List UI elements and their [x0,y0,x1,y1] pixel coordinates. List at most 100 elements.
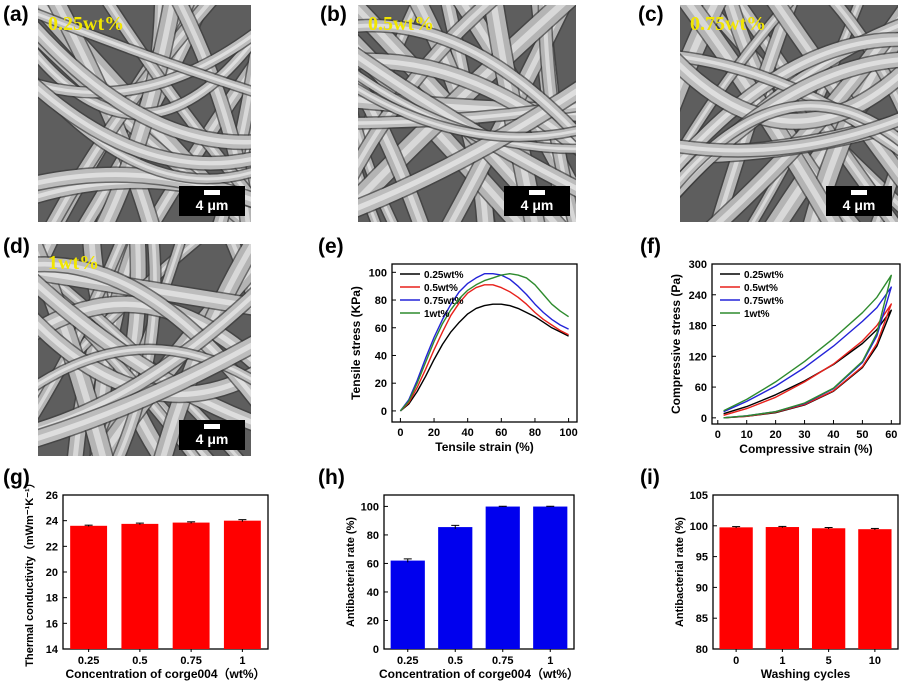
x-tick-label: 0.5 [132,655,147,667]
x-tick-label: 1 [779,655,785,667]
x-tick-label: 10 [869,655,881,667]
x-tick-label: 80 [529,427,541,439]
y-tick-label: 60 [375,323,387,335]
y-tick-label: 80 [696,644,708,656]
fiber-highlight [680,61,898,124]
legend-label-2: 0.75wt% [424,296,464,307]
y-tick-label: 0 [381,406,387,418]
x-tick-label: 0.75 [492,655,513,667]
y-axis-label: Tensile stress (KPa) [349,286,363,400]
y-axis-label: Thermal conductivity（mWm⁻¹K⁻¹） [23,477,36,666]
bar-1 [121,523,159,649]
bar-1 [765,527,800,649]
y-tick-label: 22 [46,541,58,553]
x-axis-label: Concentration of corge004（wt%） [65,666,265,681]
y-tick-label: 20 [375,378,387,390]
y-axis-label: Compressive stress (Pa) [669,274,683,414]
legend-label-3: 1wt% [424,309,450,320]
x-tick-label: 100 [559,427,577,439]
plot-frame [62,494,269,650]
concentration-label: 0.75wt% [690,13,767,35]
x-axis-label: Washing cycles [761,667,851,681]
scale-bar-text: 4 μm [195,431,229,447]
x-axis-label: Concentration of corge004（wt%） [379,666,579,681]
fiber-highlight [834,5,898,104]
y-tick-label: 100 [361,501,379,513]
series-line-0 [399,303,569,412]
series-line-2 [399,273,569,412]
y-tick-label: 80 [375,295,387,307]
plot-frame [712,494,899,650]
y-tick-label: 14 [46,644,59,656]
fiber-texture [38,244,251,456]
x-tick-label: 20 [770,429,782,441]
series-line-3 [399,273,569,412]
y-tick-label: 26 [46,490,58,502]
y-tick-label: 100 [369,267,387,279]
scale-bar: 4 μm [179,420,245,450]
panel-label-i: (i) [640,466,660,489]
fiber-highlight [38,250,107,456]
y-tick-label: 40 [367,587,379,599]
x-tick-label: 30 [798,429,810,441]
fiber-highlight [38,34,251,95]
series-line-1 [723,303,892,419]
y-tick-label: 300 [689,259,707,271]
fiber-highlight [38,28,251,145]
bar-0 [390,560,425,649]
panel-label-g: (g) [3,466,30,489]
chart-group: 80 85 90 95 100 105 0 1 5 10 Washing cycles Antibac… [674,490,899,681]
fiber-highlight [38,342,251,442]
chart-group: 0 20 40 60 80 100 0 20 40 60 80 100 Tensile strain (… [349,263,578,454]
fiber-highlight [680,117,898,153]
y-tick-label: 0 [701,413,707,425]
y-tick-label: 40 [375,350,387,362]
x-tick-label: 20 [428,427,440,439]
fiber-highlight [178,5,251,222]
x-tick-label: 0 [397,427,403,439]
bar-2 [485,506,520,649]
legend-label-1: 0.5wt% [424,283,458,294]
x-tick-label: 0.5 [448,655,463,667]
concentration-label: 0.25wt% [48,13,125,35]
fiber-highlight [38,12,251,93]
y-axis-label: Antibacterial rate (%) [674,517,686,627]
fiber-highlight [680,5,718,92]
legend-label-0: 0.25wt% [744,270,784,281]
x-axis-label: Compressive strain (%) [739,442,872,456]
y-tick-label: 80 [367,530,379,542]
y-tick-label: 85 [696,613,708,625]
fiber-texture [680,5,898,222]
sem-image-a: 0.25wt% 4 μm [38,5,251,222]
bar-0 [70,525,108,649]
y-tick-label: 0 [373,644,379,656]
panel-label-a: (a) [3,3,29,26]
x-axis-label: Tensile strain (%) [435,440,533,454]
fiber-highlight [38,282,251,425]
chart-group: 0 10 20 30 40 50 60 0 60 120 180 240 300 Compressive … [669,259,901,456]
x-tick-label: 40 [827,429,839,441]
fiber-highlight [107,5,251,200]
fiber-highlight [358,87,576,139]
panel-label-b: (b) [320,3,347,26]
y-tick-label: 100 [690,521,708,533]
y-tick-label: 24 [46,516,59,528]
concentration-label: 1wt% [48,252,100,274]
y-tick-label: 120 [689,351,707,363]
series-line-2 [723,286,892,419]
legend-label-2: 0.75wt% [744,296,784,307]
panel-label-h: (h) [318,466,345,489]
x-tick-label: 1 [239,655,245,667]
fiber-highlight [38,347,251,387]
x-tick-label: 0 [733,655,739,667]
bar-3 [858,529,892,649]
panel-label-e: (e) [318,235,344,258]
sem-image-d: 1wt% 4 μm [38,244,251,456]
x-tick-label: 50 [856,429,868,441]
bar-2 [172,522,210,649]
fiber-highlight [103,5,175,222]
plot-frame [711,263,901,425]
concentration-label: 0.5wt% [368,13,435,35]
scale-bar-text: 4 μm [195,197,229,213]
